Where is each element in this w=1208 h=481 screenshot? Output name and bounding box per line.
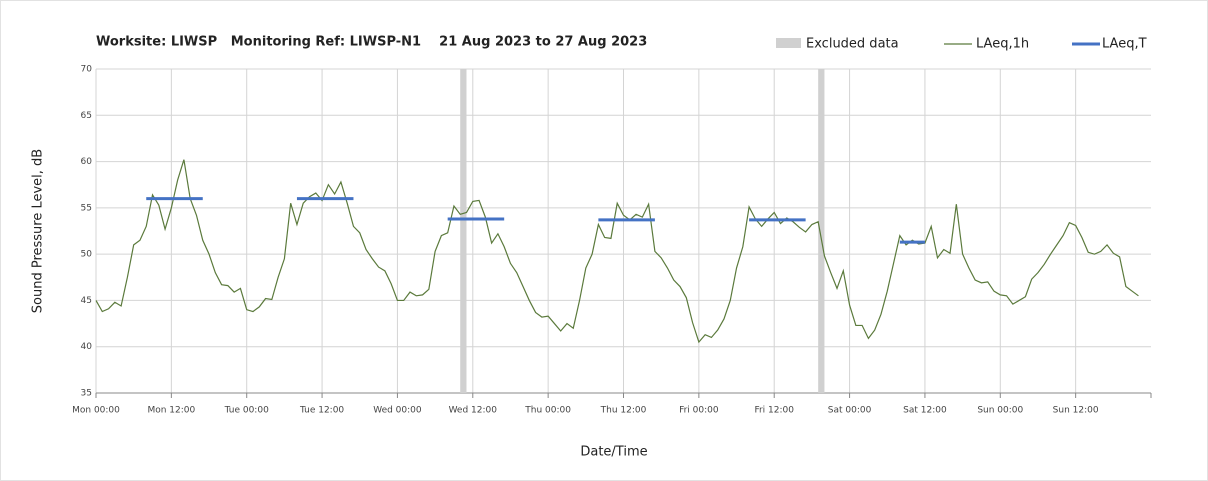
legend-label: LAeq,1h xyxy=(976,37,1029,52)
chart-title: Worksite: LIWSP Monitoring Ref: LIWSP-N1… xyxy=(96,35,647,50)
y-tick-label: 40 xyxy=(81,342,93,352)
legend-label: Excluded data xyxy=(806,37,899,52)
x-tick-label: Thu 12:00 xyxy=(600,406,647,416)
excluded-band xyxy=(460,69,467,393)
series-line xyxy=(95,159,1139,344)
excluded-band xyxy=(818,69,825,393)
y-tick-label: 35 xyxy=(81,389,92,399)
y-tick-label: 65 xyxy=(81,111,92,121)
x-tick-label: Sun 12:00 xyxy=(1053,406,1099,416)
x-tick-label: Fri 00:00 xyxy=(679,406,719,416)
y-tick-label: 45 xyxy=(81,296,92,306)
x-tick-label: Sat 00:00 xyxy=(828,406,872,416)
x-tick-label: Wed 12:00 xyxy=(449,406,498,416)
x-tick-label: Mon 00:00 xyxy=(72,406,120,416)
x-tick-label: Sat 12:00 xyxy=(903,406,947,416)
legend-label: LAeq,T xyxy=(1102,37,1147,52)
x-tick-label: Wed 00:00 xyxy=(373,406,422,416)
x-tick-label: Thu 00:00 xyxy=(524,406,571,416)
x-axis-label: Date/Time xyxy=(580,445,647,460)
y-tick-label: 55 xyxy=(81,203,92,213)
y-tick-label: 70 xyxy=(81,65,93,75)
x-tick-label: Fri 12:00 xyxy=(754,406,794,416)
x-tick-label: Mon 12:00 xyxy=(147,406,195,416)
legend-swatch xyxy=(776,38,801,48)
x-tick-label: Tue 00:00 xyxy=(224,406,269,416)
y-tick-label: 50 xyxy=(81,250,93,260)
x-tick-label: Tue 12:00 xyxy=(299,406,344,416)
x-tick-label: Sun 00:00 xyxy=(977,406,1023,416)
y-axis-label: Sound Pressure Level, dB xyxy=(31,149,46,313)
y-tick-label: 60 xyxy=(81,157,93,167)
